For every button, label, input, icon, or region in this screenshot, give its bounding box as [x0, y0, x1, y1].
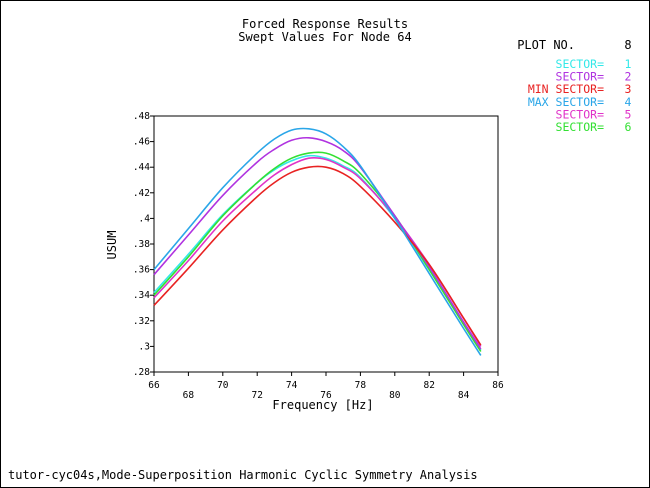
x-tick-label: 66	[148, 380, 160, 391]
y-tick-label: .44	[133, 162, 150, 173]
legend-entry-name: SECTOR=	[556, 107, 605, 121]
y-tick-label: .4	[139, 213, 151, 224]
legend-entry-name: SECTOR=	[556, 57, 605, 71]
legend-entry-name: MIN SECTOR=	[528, 82, 604, 96]
legend-entry-value: 3	[625, 82, 632, 96]
legend-entry-value: 2	[625, 70, 632, 84]
legend-entry-value: 1	[625, 57, 632, 71]
y-tick-label: .34	[133, 290, 150, 301]
y-axis: .28 .3 .32 .34 .36 .38 .4 .42 .44 .46 .48	[133, 111, 154, 378]
plot-number-label: PLOT NO.	[517, 38, 575, 52]
series-line-4	[153, 127, 482, 356]
series-line-6	[153, 151, 482, 352]
chart-subtitle: Swept Values For Node 64	[238, 30, 411, 44]
x-tick-label: 80	[389, 390, 401, 401]
x-axis: 66 68 70 72 74 76 78 80 82 84 86	[148, 372, 504, 401]
legend-entry-name: SECTOR=	[556, 70, 605, 84]
legend-entry-name: SECTOR=	[556, 120, 605, 134]
plot-area	[153, 115, 499, 373]
plot-number-value: 8	[624, 38, 631, 52]
x-tick-label: 82	[423, 380, 434, 391]
x-tick-label: 84	[458, 390, 470, 401]
series-line-2	[153, 136, 482, 350]
x-axis-label: Frequency [Hz]	[272, 398, 373, 412]
footer-text: tutor-cyc04s,Mode-Superposition Harmonic…	[8, 468, 478, 482]
x-tick-label: 70	[217, 380, 229, 391]
legend-entry-value: 4	[625, 95, 632, 109]
legend-entry-value: 6	[625, 120, 632, 134]
x-tick-label: 78	[355, 380, 367, 391]
y-tick-label: .46	[133, 137, 150, 148]
legend-entry-value: 5	[625, 107, 632, 121]
y-tick-label: .38	[133, 239, 150, 250]
y-tick-label: .42	[133, 188, 150, 199]
legend-entry-name: MAX SECTOR=	[528, 95, 604, 109]
chart-title: Forced Response Results	[242, 17, 408, 31]
x-tick-label: 72	[251, 390, 262, 401]
y-tick-label: .3	[139, 341, 150, 352]
series-line-3	[153, 165, 482, 346]
y-tick-label: .48	[133, 111, 150, 122]
y-tick-label: .28	[133, 367, 150, 378]
y-axis-label: USUM	[105, 231, 119, 260]
y-tick-label: .36	[133, 265, 150, 276]
x-tick-label: 68	[183, 390, 195, 401]
x-tick-label: 74	[286, 380, 298, 391]
legend: SECTOR= 1 SECTOR= 2 MIN SECTOR= 3 MAX SECTOR= 4…	[528, 57, 632, 134]
x-tick-label: 76	[320, 390, 332, 401]
x-tick-label: 86	[492, 380, 504, 391]
y-tick-label: .32	[133, 316, 150, 327]
series-lines	[153, 127, 482, 356]
